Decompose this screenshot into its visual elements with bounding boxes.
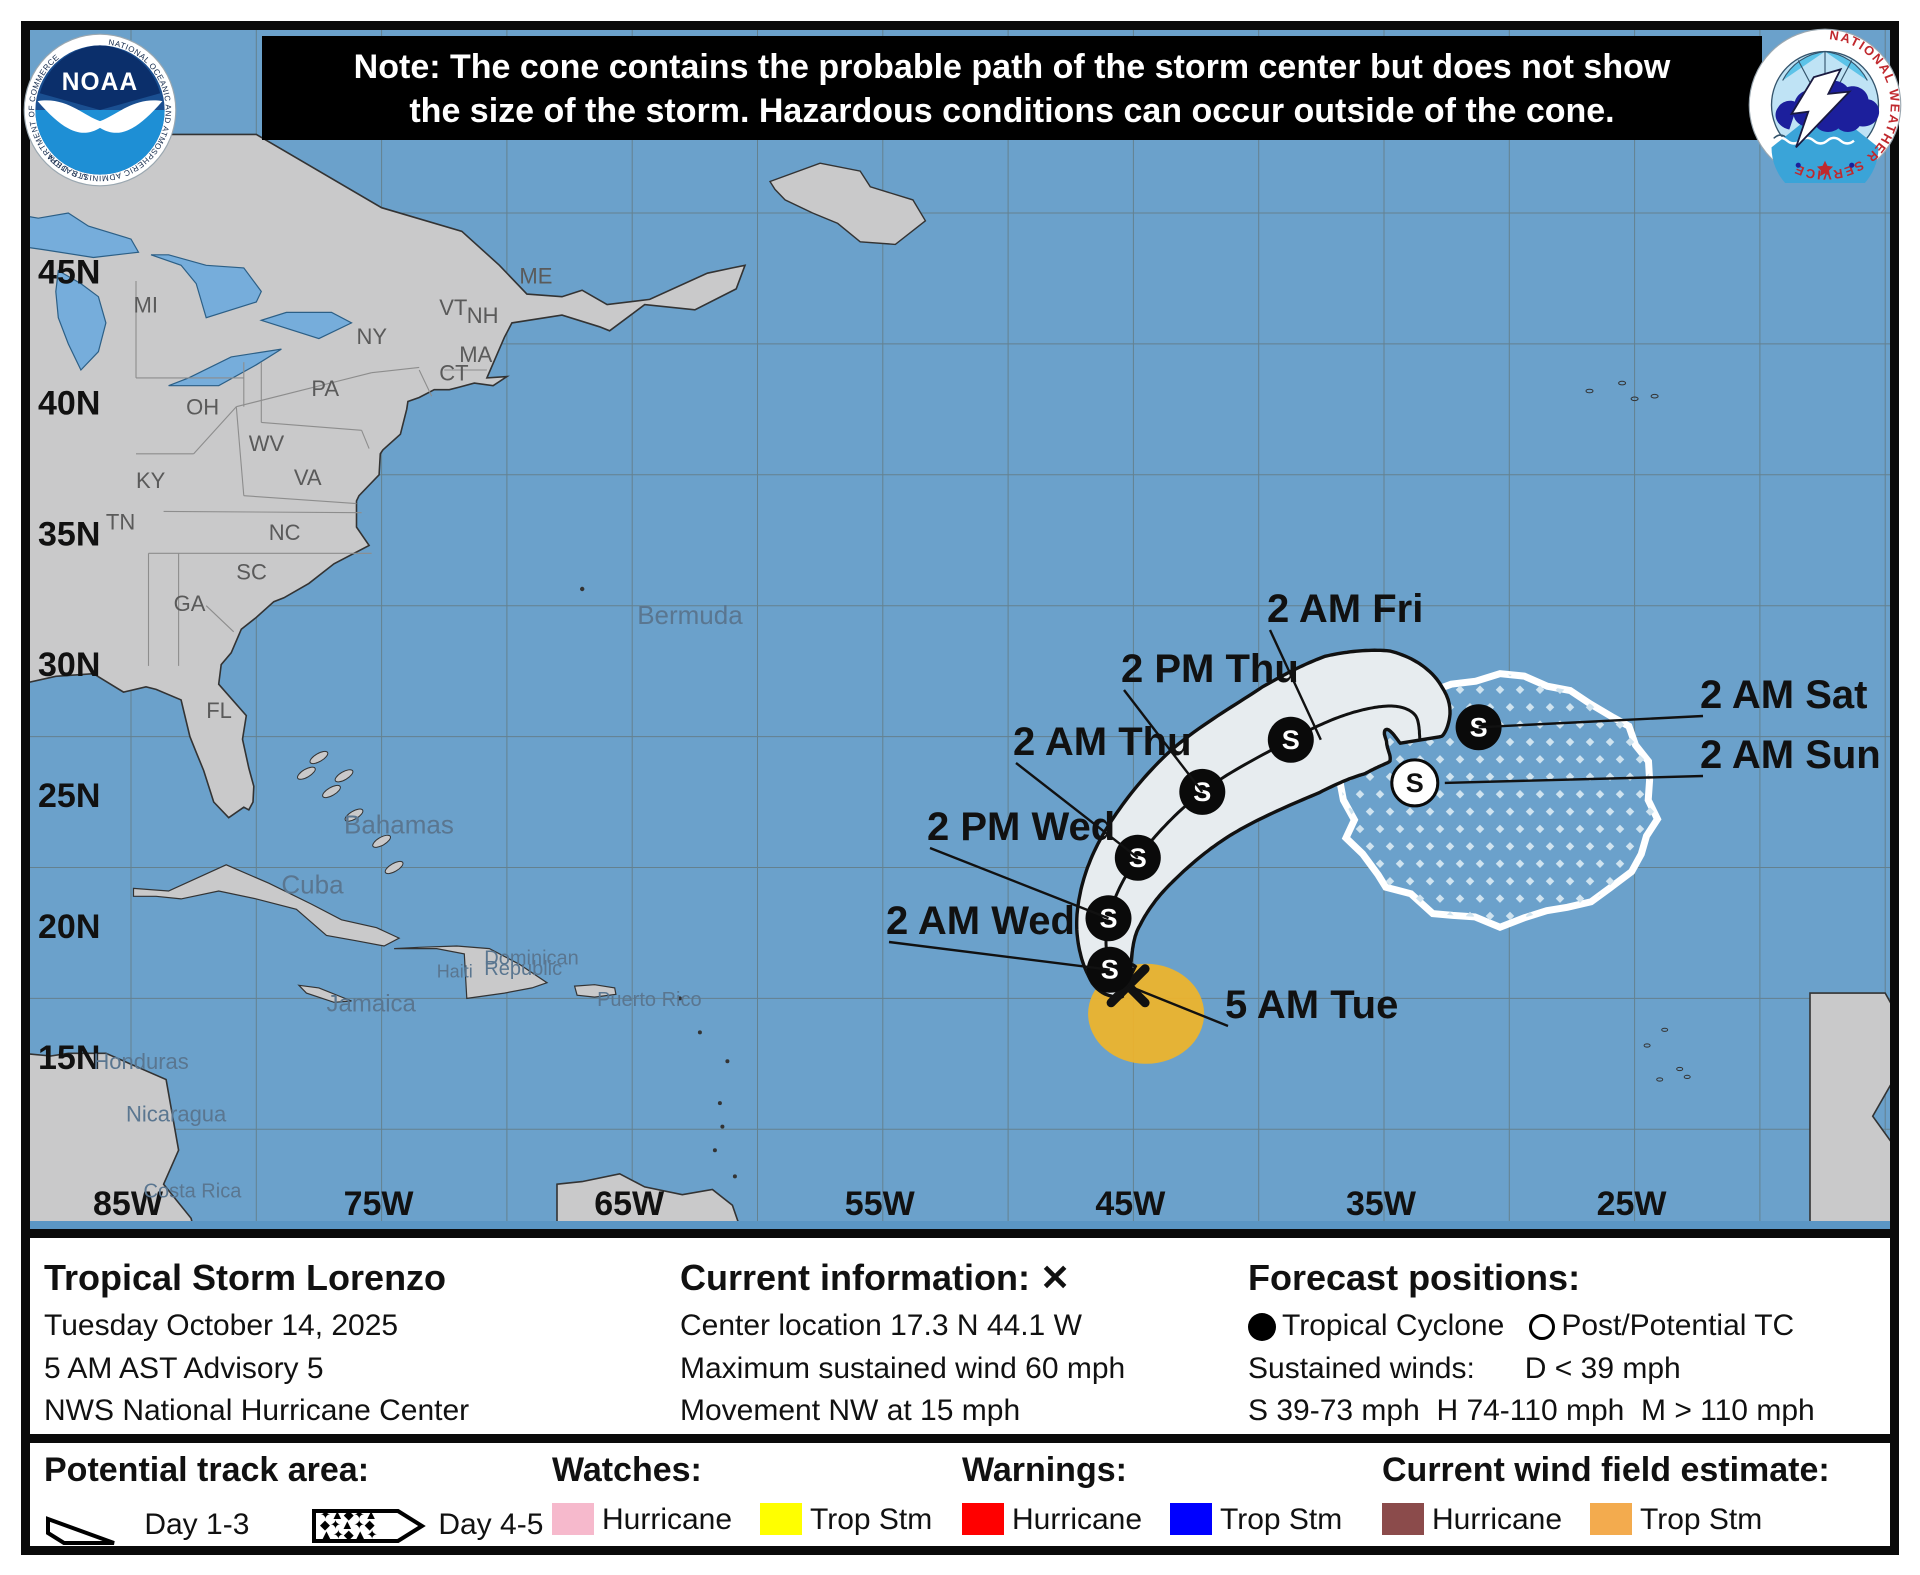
svg-text:2 PM Wed: 2 PM Wed: [927, 805, 1115, 849]
svg-text:S: S: [1406, 768, 1424, 798]
svg-text:Costa Rica: Costa Rica: [144, 1180, 243, 1202]
svg-text:NC: NC: [269, 520, 301, 545]
svg-text:75W: 75W: [344, 1185, 415, 1221]
svg-text:25N: 25N: [38, 777, 100, 815]
svg-text:5 AM Tue: 5 AM Tue: [1225, 983, 1398, 1027]
svg-text:Honduras: Honduras: [93, 1049, 188, 1074]
svg-text:35W: 35W: [1346, 1185, 1417, 1221]
svg-text:30N: 30N: [38, 646, 100, 684]
svg-text:S: S: [1282, 725, 1300, 755]
svg-text:45W: 45W: [1095, 1185, 1166, 1221]
svg-text:15N: 15N: [38, 1039, 100, 1077]
svg-text:PA: PA: [311, 376, 339, 401]
svg-text:Haiti: Haiti: [437, 961, 473, 981]
svg-text:CT: CT: [439, 361, 468, 386]
svg-text:OH: OH: [186, 395, 219, 420]
svg-text:Nicaragua: Nicaragua: [126, 1101, 227, 1126]
svg-text:2 PM Thu: 2 PM Thu: [1121, 647, 1299, 691]
svg-text:2 AM Sat: 2 AM Sat: [1700, 673, 1867, 717]
svg-text:Jamaica: Jamaica: [327, 991, 417, 1018]
svg-text:20N: 20N: [38, 908, 100, 946]
svg-text:Bermuda: Bermuda: [637, 600, 743, 630]
svg-text:KY: KY: [136, 468, 166, 493]
svg-text:MI: MI: [134, 292, 158, 317]
svg-text:NY: NY: [357, 324, 388, 349]
svg-text:65W: 65W: [594, 1185, 665, 1221]
svg-text:55W: 55W: [845, 1185, 916, 1221]
svg-text:SC: SC: [236, 560, 267, 585]
svg-text:Puerto Rico: Puerto Rico: [597, 989, 702, 1011]
svg-text:25W: 25W: [1597, 1185, 1668, 1221]
svg-text:WV: WV: [249, 431, 285, 456]
svg-text:35N: 35N: [38, 515, 100, 553]
svg-text:▲✦◆▲✦: ▲✦◆▲✦: [320, 1527, 378, 1542]
svg-text:FL: FL: [206, 698, 232, 723]
svg-text:2 AM Thu: 2 AM Thu: [1013, 720, 1192, 764]
svg-text:Cuba: Cuba: [281, 870, 344, 900]
svg-text:ME: ME: [519, 264, 552, 289]
svg-text:Bahamas: Bahamas: [344, 809, 454, 839]
svg-text:2 AM Sun: 2 AM Sun: [1700, 733, 1881, 777]
svg-text:NOAA: NOAA: [62, 69, 139, 96]
svg-text:TN: TN: [106, 510, 135, 535]
svg-text:GA: GA: [174, 591, 206, 616]
svg-text:VA: VA: [294, 465, 322, 490]
svg-text:NH: NH: [467, 303, 499, 328]
svg-text:2 AM Fri: 2 AM Fri: [1267, 587, 1423, 631]
svg-text:Republic: Republic: [484, 958, 562, 980]
svg-text:45N: 45N: [38, 254, 100, 292]
svg-text:VT: VT: [439, 295, 467, 320]
svg-text:2 AM Wed: 2 AM Wed: [886, 899, 1075, 943]
svg-text:40N: 40N: [38, 384, 100, 422]
